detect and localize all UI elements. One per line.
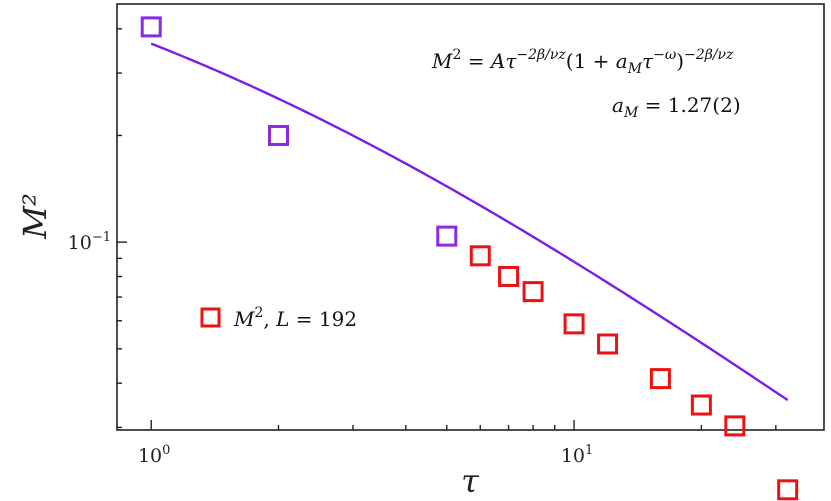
legend-marker — [200, 307, 221, 328]
fit-curve — [150, 42, 789, 402]
marker-series0-point0 — [140, 16, 162, 38]
x-tick-label-10: 101 — [561, 443, 593, 467]
marker-series1-point6 — [690, 394, 712, 416]
x-tick-label-1: 100 — [138, 443, 170, 467]
marker-series1-point4 — [597, 333, 619, 355]
marker-series0-point1 — [268, 124, 290, 146]
fit-formula: M2 = Aτ−2β/νz(1 + aMτ−ω)−2β/νz — [431, 47, 734, 77]
x-axis-label: τ — [461, 462, 480, 500]
plot-frame — [116, 3, 825, 431]
data-markers — [140, 16, 799, 501]
marker-series1-point3 — [563, 313, 585, 335]
axis-ticks — [117, 28, 777, 430]
marker-series1-point8 — [777, 479, 799, 501]
y-axis-label: M² — [16, 193, 54, 240]
legend-label: M2, L = 192 — [233, 305, 357, 331]
fit-parameter: aM = 1.27(2) — [612, 93, 741, 121]
marker-series1-point7 — [724, 415, 746, 437]
marker-series0-point2 — [436, 225, 458, 247]
marker-series1-point2 — [522, 281, 544, 303]
legend: M2, L = 192 — [200, 305, 357, 331]
marker-series1-point0 — [469, 245, 491, 267]
y-tick-label-0.1: 10−1 — [68, 230, 111, 254]
marker-series1-point5 — [649, 368, 671, 390]
marker-series1-point1 — [498, 265, 520, 287]
